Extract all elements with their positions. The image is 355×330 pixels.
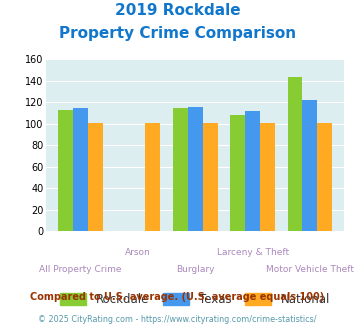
Bar bbox=[203, 123, 218, 231]
Bar bbox=[230, 115, 245, 231]
Text: Burglary: Burglary bbox=[176, 265, 214, 274]
Text: All Property Crime: All Property Crime bbox=[39, 265, 122, 274]
Text: Motor Vehicle Theft: Motor Vehicle Theft bbox=[266, 265, 354, 274]
Bar bbox=[288, 77, 302, 231]
Bar bbox=[58, 110, 73, 231]
Bar bbox=[317, 123, 332, 231]
Bar bbox=[245, 111, 260, 231]
Bar bbox=[188, 107, 203, 231]
Bar bbox=[145, 123, 160, 231]
Text: 2019 Rockdale: 2019 Rockdale bbox=[115, 3, 240, 18]
Bar bbox=[260, 123, 275, 231]
Bar bbox=[73, 108, 88, 231]
Text: Arson: Arson bbox=[125, 248, 151, 257]
Text: © 2025 CityRating.com - https://www.cityrating.com/crime-statistics/: © 2025 CityRating.com - https://www.city… bbox=[38, 315, 317, 324]
Bar bbox=[302, 100, 317, 231]
Text: Larceny & Theft: Larceny & Theft bbox=[217, 248, 289, 257]
Text: Property Crime Comparison: Property Crime Comparison bbox=[59, 26, 296, 41]
Text: Compared to U.S. average. (U.S. average equals 100): Compared to U.S. average. (U.S. average … bbox=[31, 292, 324, 302]
Bar bbox=[88, 123, 103, 231]
Bar bbox=[173, 108, 188, 231]
Legend: Rockdale, Texas, National: Rockdale, Texas, National bbox=[55, 288, 335, 311]
